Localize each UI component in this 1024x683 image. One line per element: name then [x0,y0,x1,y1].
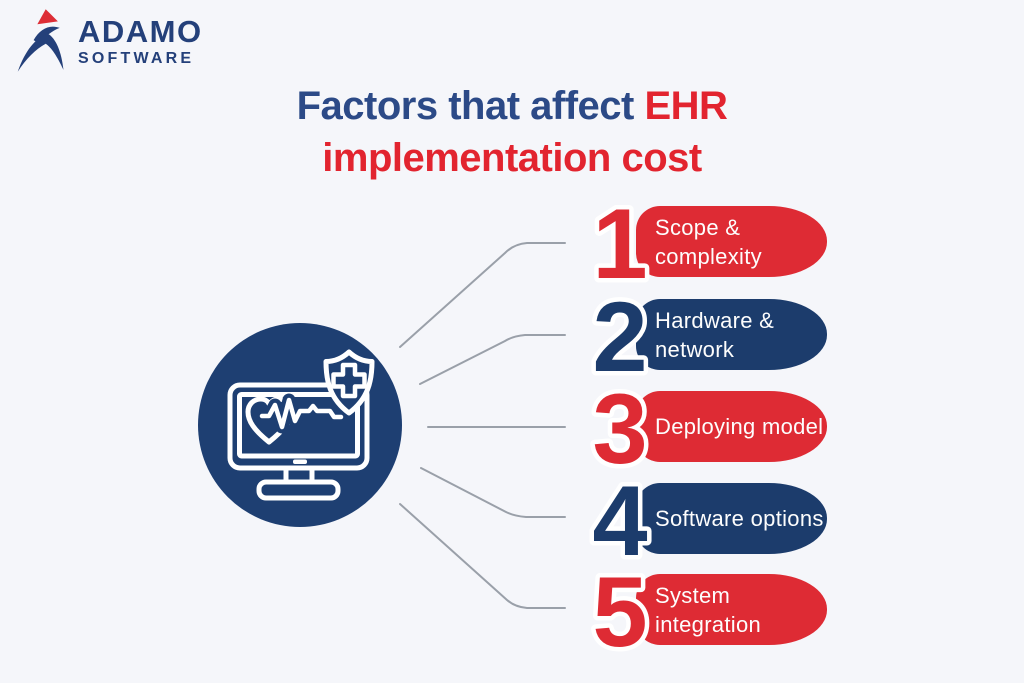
shield-icon [323,349,375,416]
factor-label: System [655,582,731,608]
svg-text:3: 3 [592,373,647,484]
factor-pill-2: Hardware & network [636,299,827,370]
factor-label: Scope & [655,214,741,240]
factor-item-1: Scope & complexity 1 [588,183,830,303]
title-line-2: implementation cost [322,136,702,180]
title-part-red: EHR [644,84,728,128]
factor-item-5: System integration 5 [588,551,830,671]
factor-label: Hardware & [655,307,775,333]
factor-number-3: 3 [588,368,652,488]
page-title: Factors that affect EHR implementation c… [0,80,1024,184]
logo-subname: SOFTWARE [78,49,195,67]
factor-item-2: Hardware & network 2 [588,276,830,396]
monitor-icon [227,382,370,501]
svg-text:2: 2 [592,281,647,392]
ecg-line-icon [259,397,344,430]
medical-cross-icon [331,362,367,399]
title-part-blue: Factors that affect [296,84,645,128]
factor-number-1: 1 [588,183,652,303]
factor-number-4: 4 [588,460,652,580]
factor-item-3: Deploying model 3 [588,368,830,488]
adamo-logo: ADAMO SOFTWARE [14,8,203,74]
monitor-button [293,459,307,464]
factor-pill-5: System integration [636,574,827,645]
svg-text:1: 1 [592,188,647,299]
svg-text:5: 5 [592,556,647,667]
factor-pill-3: Deploying model [636,391,827,462]
svg-text:4: 4 [592,465,647,576]
adamo-logo-mark-icon [17,9,64,72]
factor-label: integration [655,611,762,637]
factor-number-2: 2 [588,276,652,396]
factor-label: Deploying model [655,414,824,439]
factor-pill-1: Scope & complexity [636,206,827,277]
factor-item-4: Software options 4 [588,460,830,580]
factor-label: Software options [655,506,824,531]
ehr-monitor-heart-shield-icon [198,323,402,527]
adamo-logo-text: ADAMO SOFTWARE [78,16,203,67]
logo-name: ADAMO [78,13,203,49]
factor-label: network [655,336,735,362]
factor-number-5: 5 [588,551,652,671]
factor-label: complexity [655,243,762,269]
factor-pill-4: Software options [636,483,827,554]
title-line-1: Factors that affect EHR [0,80,1024,132]
